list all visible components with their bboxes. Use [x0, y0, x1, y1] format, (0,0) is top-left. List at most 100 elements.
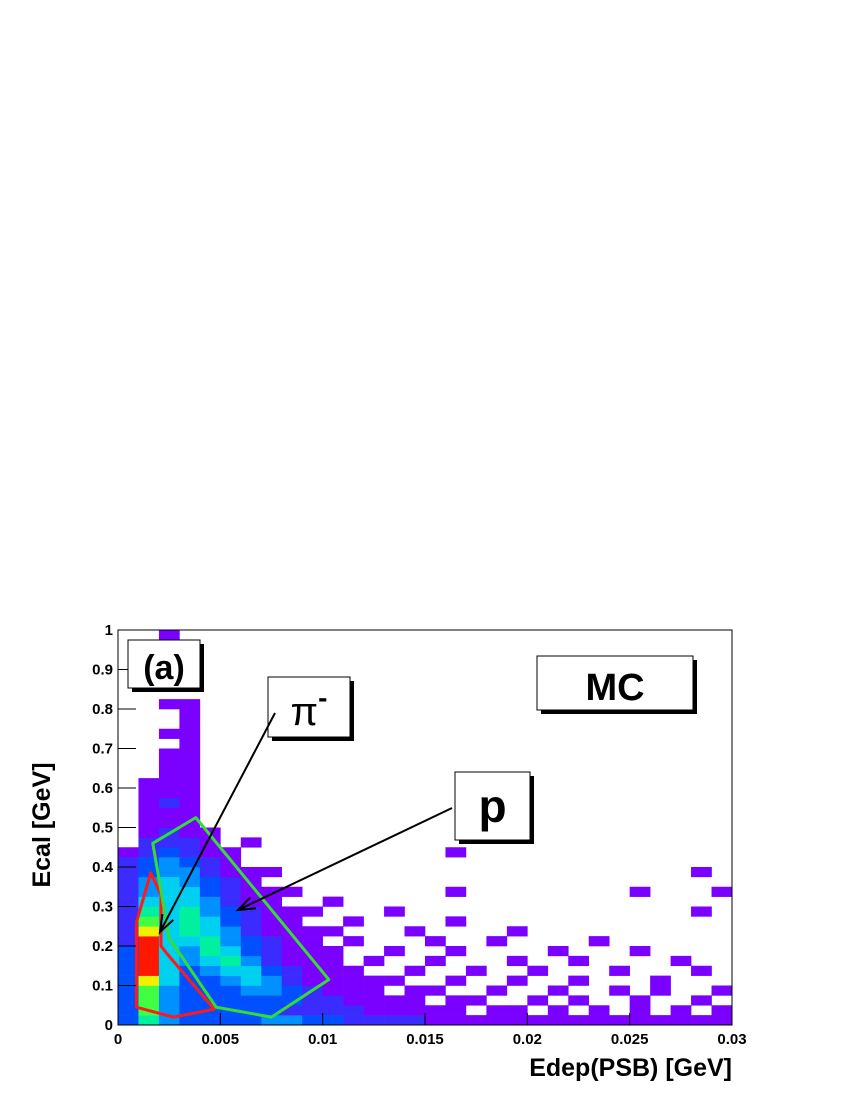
heatmap-cell	[220, 965, 242, 976]
heatmap-cell	[220, 946, 242, 957]
heatmap-cell	[240, 876, 262, 888]
heatmap-cell	[199, 847, 221, 858]
heatmap-cell	[629, 1005, 651, 1016]
heatmap-cell	[199, 827, 221, 838]
heatmap-cell	[179, 886, 201, 897]
heatmap-cell	[650, 985, 671, 996]
heatmap-cell	[240, 926, 262, 937]
heatmap-cell	[261, 975, 283, 986]
heatmap-cell	[199, 896, 221, 907]
heatmap-cell	[302, 946, 323, 957]
heatmap-cell	[179, 807, 201, 818]
heatmap-cell	[179, 995, 201, 1006]
arrow-line	[159, 712, 276, 933]
heatmap-cell	[650, 1015, 671, 1026]
heatmap-cell	[158, 768, 180, 779]
heatmap-cell	[322, 985, 344, 996]
heatmap-cell	[118, 995, 139, 1006]
heatmap-cell	[138, 936, 160, 947]
label-box	[267, 676, 351, 738]
heatmap-cell	[240, 1015, 262, 1026]
heatmap-cell	[240, 946, 262, 957]
heatmap-cell	[179, 837, 201, 848]
heatmap-cell	[404, 926, 426, 937]
heatmap-cell	[138, 778, 160, 789]
heatmap-cell	[691, 906, 712, 917]
cut-polygon	[134, 871, 216, 1019]
heatmap-cell	[179, 768, 201, 779]
heatmap-cell	[179, 906, 201, 917]
heatmap-cell	[261, 995, 283, 1006]
heatmap-cell	[609, 1015, 630, 1026]
heatmap-cell	[343, 975, 364, 986]
heatmap-cell	[302, 926, 323, 937]
y-axis-title: Ecal [GeV]	[28, 762, 56, 887]
heatmap-cell	[404, 1005, 426, 1016]
heatmap-cell	[527, 1015, 549, 1026]
heatmap-cell	[588, 1005, 610, 1016]
heatmap-cell	[568, 1015, 590, 1026]
heatmap-cell	[158, 847, 180, 858]
heatmap-cell	[220, 886, 242, 897]
arrow-line	[237, 807, 453, 911]
heatmap-cell	[118, 965, 139, 976]
heatmap-cell	[138, 906, 160, 917]
x-tick-label: 0.025	[611, 1031, 649, 1048]
heatmap-cell	[261, 1015, 283, 1026]
heatmap-cell	[322, 896, 344, 907]
heatmap-cell	[343, 916, 364, 927]
heatmap-cell	[158, 916, 180, 927]
label-box	[536, 655, 694, 711]
heatmap-cell	[547, 946, 569, 957]
heatmap-cell	[199, 837, 221, 848]
heatmap-cell	[118, 886, 139, 897]
heatmap-cell	[711, 886, 733, 897]
heatmap-cell	[629, 1015, 651, 1026]
heatmap-cell	[670, 1015, 692, 1026]
heatmap-cell	[179, 699, 201, 710]
heatmap-cell	[568, 955, 590, 967]
heatmap-cell	[138, 1015, 160, 1026]
heatmap-cell	[220, 876, 242, 888]
x-tick-label: 0.01	[308, 1031, 337, 1048]
y-tick-label: 0.5	[92, 820, 113, 837]
heatmap-cell	[158, 975, 180, 986]
heatmap-cell	[261, 985, 283, 996]
heatmap-cell	[465, 995, 487, 1006]
heatmap-cell	[363, 975, 385, 986]
heatmap-cell	[445, 995, 467, 1006]
heatmap-cell	[118, 955, 139, 967]
heatmap-cell	[199, 965, 221, 976]
heatmap-cell	[118, 1015, 139, 1026]
heatmap-cell	[281, 1005, 303, 1016]
heatmap-cell	[118, 1005, 139, 1016]
heatmap-cell	[240, 1005, 262, 1016]
heatmap-cell	[302, 1005, 323, 1016]
annotation: MC	[585, 667, 644, 709]
x-tick-label: 0.03	[717, 1031, 746, 1048]
heatmap-cell	[240, 896, 262, 907]
heatmap-cell	[609, 985, 630, 996]
heatmap-cell	[302, 936, 323, 947]
heatmap-cell	[404, 995, 426, 1006]
heatmap-cell	[425, 1005, 446, 1016]
heatmap-cell	[384, 975, 405, 986]
heatmap-cell	[179, 1015, 201, 1026]
heatmap-cell	[547, 1015, 569, 1026]
heatmap-cell	[384, 1005, 405, 1016]
heatmap-cell	[302, 1015, 323, 1026]
heatmap-cell	[363, 1005, 385, 1016]
heatmap-cell	[179, 778, 201, 789]
annotation: (a)	[143, 649, 185, 687]
heatmap-cell	[281, 886, 303, 897]
heatmap-cell	[425, 936, 446, 947]
heatmap-cell	[240, 906, 262, 917]
heatmap-cell	[179, 797, 201, 809]
heatmap-cell	[118, 876, 139, 888]
heatmap-cell	[179, 738, 201, 749]
heatmap-cell	[138, 926, 160, 937]
heatmap-cell	[179, 788, 201, 799]
heatmap-cell	[363, 995, 385, 1006]
heatmap-cell	[138, 975, 160, 986]
heatmap-cell	[506, 975, 528, 986]
